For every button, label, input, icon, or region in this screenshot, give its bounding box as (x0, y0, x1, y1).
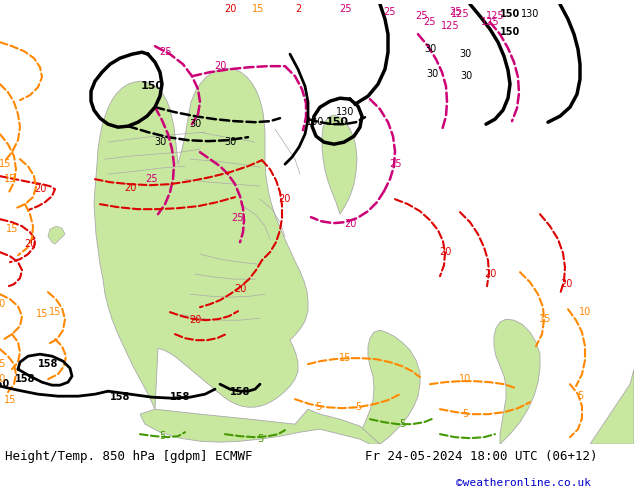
Text: 25: 25 (146, 174, 158, 184)
Text: 30: 30 (154, 137, 166, 147)
Text: 150: 150 (500, 9, 520, 19)
Polygon shape (362, 330, 420, 444)
Text: 158: 158 (110, 392, 130, 402)
Text: 15: 15 (539, 314, 551, 324)
Text: 125: 125 (486, 11, 504, 21)
Text: 5: 5 (257, 434, 263, 444)
Text: 15: 15 (4, 395, 16, 405)
Text: 2: 2 (295, 4, 301, 14)
Text: 30: 30 (459, 49, 471, 59)
Text: 5: 5 (355, 402, 361, 412)
Text: 10: 10 (579, 307, 591, 317)
Polygon shape (494, 319, 540, 444)
Text: 25: 25 (450, 7, 462, 17)
Text: 20: 20 (34, 184, 46, 194)
Text: 5: 5 (462, 409, 468, 419)
Text: 20: 20 (214, 61, 226, 71)
Text: 15: 15 (252, 4, 264, 14)
Text: 125: 125 (481, 17, 500, 27)
Text: 20: 20 (278, 194, 290, 204)
Text: 125: 125 (451, 9, 469, 19)
Text: 25: 25 (158, 47, 171, 57)
Polygon shape (590, 369, 634, 444)
Text: 5: 5 (399, 419, 405, 429)
Text: 25: 25 (384, 7, 396, 17)
Text: 20: 20 (344, 219, 356, 229)
Text: 20: 20 (560, 279, 573, 289)
Text: 15: 15 (36, 309, 48, 319)
Text: 30: 30 (460, 71, 472, 81)
Text: 125: 125 (441, 21, 459, 31)
Text: 20: 20 (124, 183, 136, 193)
Text: 20: 20 (234, 284, 246, 294)
Text: 30: 30 (224, 137, 236, 147)
Text: 5: 5 (577, 391, 583, 401)
Text: 158: 158 (15, 374, 36, 384)
Text: 20: 20 (484, 269, 496, 279)
Text: 20: 20 (439, 247, 451, 257)
Text: 10: 10 (459, 374, 471, 384)
Text: 150: 150 (141, 81, 164, 91)
Polygon shape (322, 115, 357, 214)
Text: Fr 24-05-2024 18:00 UTC (06+12): Fr 24-05-2024 18:00 UTC (06+12) (365, 450, 597, 464)
Text: 25: 25 (389, 159, 401, 169)
Polygon shape (94, 68, 308, 409)
Text: 150: 150 (0, 379, 10, 389)
Text: 15: 15 (4, 174, 16, 184)
Text: 158: 158 (230, 387, 250, 397)
Text: 5: 5 (315, 402, 321, 412)
Text: 30: 30 (426, 69, 438, 79)
Text: 10: 10 (0, 374, 6, 384)
Text: ©weatheronline.co.uk: ©weatheronline.co.uk (456, 478, 592, 488)
Text: 20: 20 (189, 315, 201, 325)
Text: 25: 25 (339, 4, 351, 14)
Text: 20: 20 (24, 239, 36, 249)
Text: 25: 25 (415, 11, 427, 21)
Text: 30: 30 (424, 44, 436, 54)
Text: 130: 130 (336, 107, 354, 117)
Text: 150: 150 (325, 117, 349, 127)
Text: 15: 15 (6, 224, 18, 234)
Text: 158: 158 (38, 359, 58, 369)
Text: 130: 130 (521, 9, 539, 19)
Text: 15: 15 (49, 307, 61, 317)
Text: 15: 15 (0, 359, 6, 369)
Text: 130: 130 (306, 117, 324, 127)
Text: 25: 25 (232, 213, 244, 223)
Polygon shape (48, 226, 65, 244)
Text: 20: 20 (224, 4, 236, 14)
Text: 150: 150 (500, 27, 520, 37)
Text: 15: 15 (339, 353, 351, 363)
Text: Height/Temp. 850 hPa [gdpm] ECMWF: Height/Temp. 850 hPa [gdpm] ECMWF (5, 450, 252, 464)
Text: 10: 10 (0, 299, 6, 309)
Polygon shape (140, 409, 380, 444)
Text: 158: 158 (170, 392, 190, 402)
Text: 30: 30 (189, 119, 201, 129)
Text: 15: 15 (0, 159, 11, 169)
Text: 5: 5 (159, 431, 165, 441)
Text: 25: 25 (424, 17, 436, 27)
